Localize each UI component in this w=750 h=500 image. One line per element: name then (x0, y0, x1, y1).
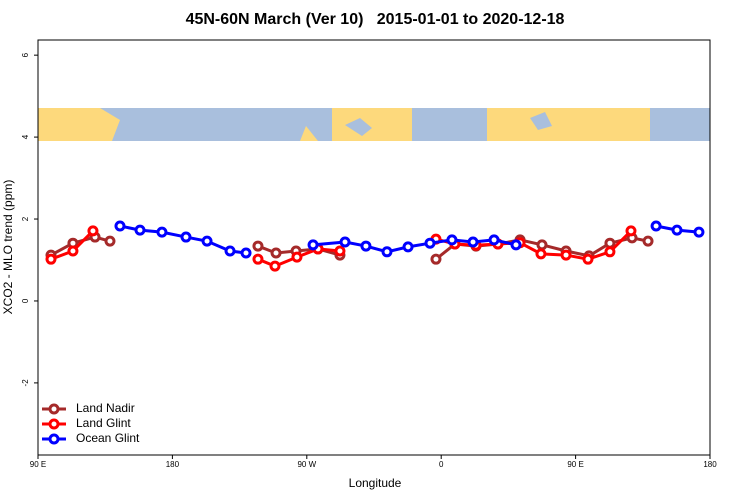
data-point (625, 225, 637, 237)
map-land (332, 108, 412, 141)
map-ocean (530, 112, 552, 130)
data-point (252, 253, 264, 265)
data-point (291, 251, 303, 263)
map-ocean (345, 118, 372, 136)
data-point (156, 226, 168, 238)
data-point (604, 246, 616, 258)
data-point (224, 245, 236, 257)
x-tick-label: 90 E (567, 460, 583, 469)
data-point (114, 220, 126, 232)
data-point (180, 231, 192, 243)
data-point (535, 248, 547, 260)
data-point (510, 239, 522, 251)
y-tick-label: 2 (21, 216, 30, 221)
data-point (307, 239, 319, 251)
map-band (38, 108, 710, 141)
data-point (270, 247, 282, 259)
data-point (536, 239, 548, 251)
data-point (430, 253, 442, 265)
y-axis-label: XCO2 - MLO trend (ppm) (1, 180, 15, 315)
data-point (424, 237, 436, 249)
data-point (642, 235, 654, 247)
map-land (300, 126, 318, 141)
data-point (693, 226, 705, 238)
data-point (334, 245, 346, 257)
data-point (87, 225, 99, 237)
data-point (402, 241, 414, 253)
data-point (381, 246, 393, 258)
data-point (104, 235, 116, 247)
map-land (487, 108, 650, 141)
legend-label: Land Glint (76, 416, 131, 430)
data-point (240, 247, 252, 259)
y-tick-label: 0 (21, 298, 30, 303)
data-point (582, 253, 594, 265)
data-point (339, 236, 351, 248)
data-point (269, 260, 281, 272)
data-point (201, 235, 213, 247)
data-point (650, 220, 662, 232)
data-point (488, 234, 500, 246)
x-tick-label: 180 (703, 460, 717, 469)
data-point (604, 237, 616, 249)
data-point (252, 240, 264, 252)
x-tick-label: 90 W (297, 460, 316, 469)
legend-marker (48, 418, 60, 430)
legend-marker (48, 433, 60, 445)
x-tick-label: 0 (439, 460, 444, 469)
plot-box (37, 39, 711, 456)
data-point (67, 245, 79, 257)
y-tick-label: 6 (21, 52, 30, 57)
data-point (671, 224, 683, 236)
data-point (560, 249, 572, 261)
legend-label: Land Nadir (76, 401, 135, 415)
data-point (446, 234, 458, 246)
data-point (360, 240, 372, 252)
data-point (467, 236, 479, 248)
data-point (134, 224, 146, 236)
legend-label: Ocean Glint (76, 431, 140, 445)
legend-marker (48, 403, 60, 415)
map-ocean (100, 108, 142, 141)
x-tick-label: 90 E (30, 460, 46, 469)
x-tick-label: 180 (166, 460, 180, 469)
x-axis-label: Longitude (349, 476, 402, 490)
y-tick-label: -2 (21, 379, 30, 387)
data-point (45, 253, 57, 265)
y-tick-label: 4 (21, 134, 30, 139)
chart-title: 45N-60N March (Ver 10) 2015-01-01 to 202… (186, 11, 565, 28)
